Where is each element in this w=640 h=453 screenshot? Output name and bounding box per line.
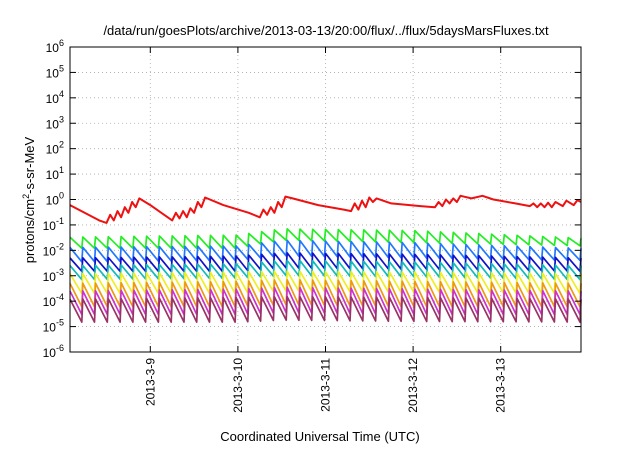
y-tick-label: 10-1 <box>43 216 64 233</box>
x-tick-label: 2013-3-12 <box>406 358 420 413</box>
series-line-2 <box>69 228 582 250</box>
grid-lines <box>70 46 581 353</box>
series-layer <box>69 194 582 323</box>
y-tick-label: 100 <box>46 191 64 208</box>
x-axis-title: Coordinated Universal Time (UTC) <box>220 429 419 444</box>
x-tick-label: 2013-3-13 <box>494 358 508 413</box>
y-tick-label: 10-2 <box>43 241 64 258</box>
y-axis-title: protons/cm2-s-sr-MeV <box>21 136 37 263</box>
x-tick-label: 2013-3-9 <box>143 358 157 406</box>
series-line-3 <box>69 239 582 263</box>
y-tick-label: 106 <box>46 38 64 55</box>
x-tick-label: 2013-3-10 <box>231 358 245 413</box>
y-tick-label: 10-5 <box>43 318 64 335</box>
y-tick-label: 103 <box>46 114 64 131</box>
ticks: 106 105 104 103 102 101 100 10-1 10-2 10-3 10-4 10-… <box>43 38 581 413</box>
chart-title: /data/run/goesPlots/archive/2013-03-13/2… <box>103 23 549 38</box>
y-tick-label: 105 <box>46 63 64 80</box>
x-tick-label: 2013-3-11 <box>319 358 333 412</box>
y-tick-label: 101 <box>46 165 64 182</box>
y-tick-label: 104 <box>46 89 64 106</box>
y-tick-label: 10-3 <box>43 267 64 284</box>
y-tick-label: 10-6 <box>43 343 64 360</box>
y-tick-label: 102 <box>46 140 64 157</box>
series-line-1 <box>69 194 582 224</box>
y-tick-label: 10-4 <box>43 292 64 309</box>
series-line-9 <box>69 295 582 323</box>
